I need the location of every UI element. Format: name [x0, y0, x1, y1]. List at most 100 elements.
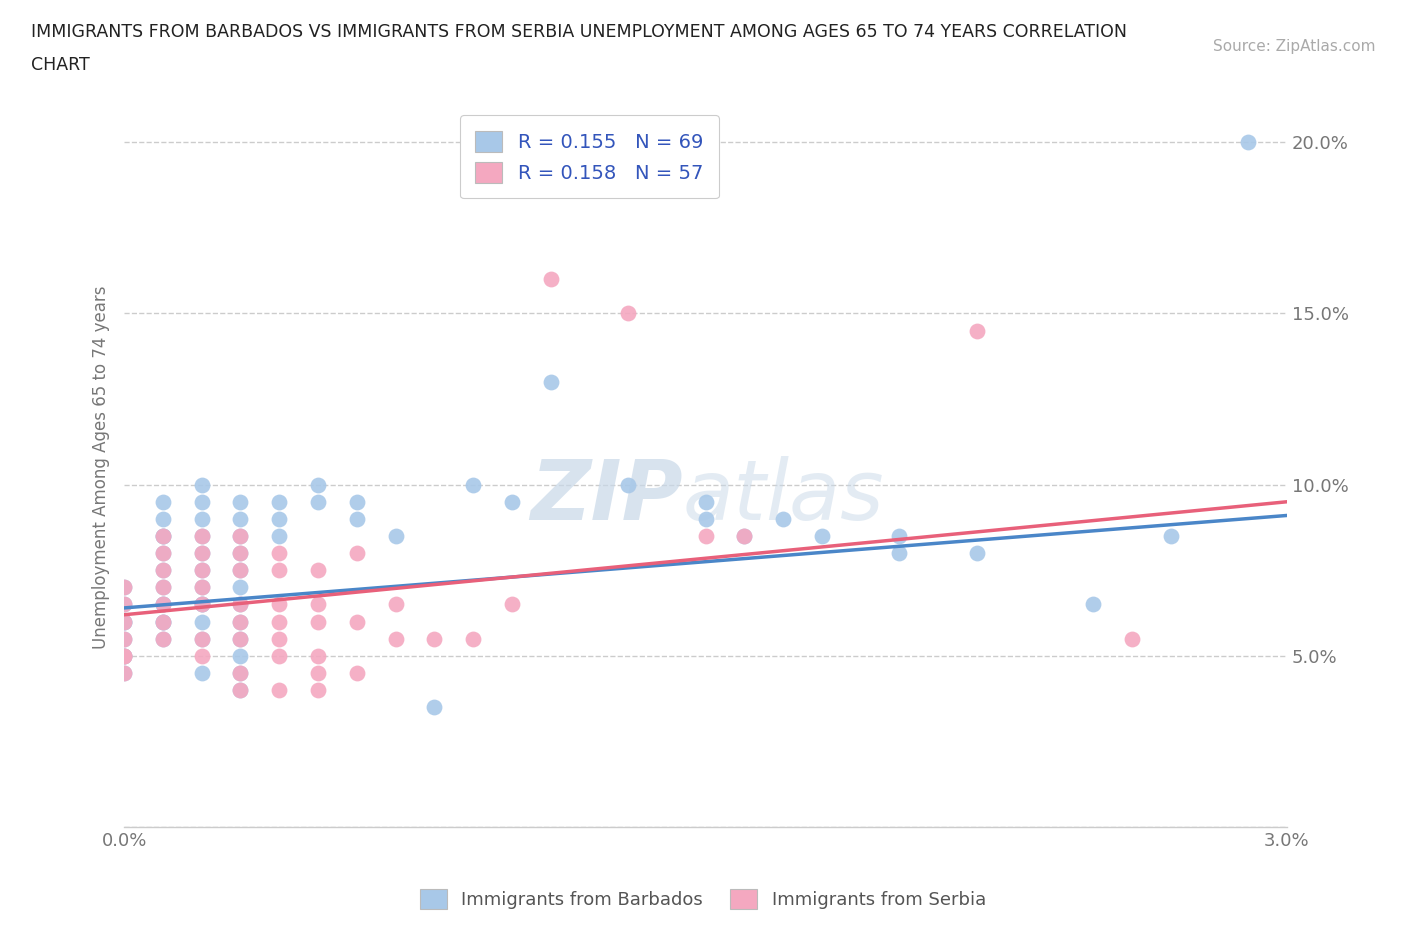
Point — [152, 580, 174, 595]
Point — [269, 597, 291, 612]
Point — [112, 580, 135, 595]
Point — [423, 631, 446, 646]
Point — [152, 528, 174, 543]
Point — [152, 631, 174, 646]
Point — [112, 597, 135, 612]
Point — [384, 528, 406, 543]
Point — [966, 546, 988, 561]
Point — [617, 477, 640, 492]
Point — [152, 512, 174, 526]
Point — [307, 477, 329, 492]
Point — [229, 528, 252, 543]
Point — [346, 666, 368, 681]
Point — [190, 631, 212, 646]
Point — [695, 512, 717, 526]
Point — [229, 683, 252, 698]
Point — [190, 563, 212, 578]
Point — [152, 597, 174, 612]
Point — [269, 528, 291, 543]
Point — [112, 666, 135, 681]
Point — [190, 597, 212, 612]
Point — [190, 614, 212, 629]
Point — [501, 597, 523, 612]
Point — [112, 648, 135, 663]
Point — [461, 631, 484, 646]
Point — [384, 631, 406, 646]
Point — [229, 683, 252, 698]
Legend: R = 0.155   N = 69, R = 0.158   N = 57: R = 0.155 N = 69, R = 0.158 N = 57 — [460, 115, 718, 198]
Point — [733, 528, 755, 543]
Point — [190, 580, 212, 595]
Point — [229, 666, 252, 681]
Point — [229, 580, 252, 595]
Point — [112, 666, 135, 681]
Point — [733, 528, 755, 543]
Point — [695, 495, 717, 510]
Point — [269, 648, 291, 663]
Point — [617, 306, 640, 321]
Point — [190, 648, 212, 663]
Point — [307, 563, 329, 578]
Point — [229, 597, 252, 612]
Point — [346, 546, 368, 561]
Point — [229, 563, 252, 578]
Point — [889, 528, 911, 543]
Point — [229, 512, 252, 526]
Point — [540, 272, 562, 286]
Text: ZIP: ZIP — [530, 456, 682, 537]
Point — [190, 528, 212, 543]
Point — [384, 597, 406, 612]
Point — [152, 563, 174, 578]
Point — [269, 631, 291, 646]
Point — [501, 495, 523, 510]
Point — [112, 614, 135, 629]
Point — [190, 597, 212, 612]
Text: CHART: CHART — [31, 56, 90, 73]
Point — [190, 495, 212, 510]
Point — [229, 546, 252, 561]
Point — [190, 666, 212, 681]
Point — [229, 528, 252, 543]
Point — [112, 580, 135, 595]
Point — [152, 495, 174, 510]
Point — [1121, 631, 1143, 646]
Point — [229, 614, 252, 629]
Point — [695, 528, 717, 543]
Point — [152, 597, 174, 612]
Point — [112, 648, 135, 663]
Point — [190, 597, 212, 612]
Point — [269, 495, 291, 510]
Point — [229, 666, 252, 681]
Point — [112, 614, 135, 629]
Legend: Immigrants from Barbados, Immigrants from Serbia: Immigrants from Barbados, Immigrants fro… — [413, 882, 993, 916]
Point — [152, 546, 174, 561]
Point — [229, 597, 252, 612]
Point — [229, 563, 252, 578]
Point — [269, 512, 291, 526]
Point — [540, 375, 562, 390]
Point — [307, 666, 329, 681]
Point — [269, 614, 291, 629]
Text: Source: ZipAtlas.com: Source: ZipAtlas.com — [1212, 39, 1375, 54]
Point — [811, 528, 834, 543]
Point — [307, 614, 329, 629]
Point — [152, 614, 174, 629]
Point — [1083, 597, 1105, 612]
Point — [889, 546, 911, 561]
Point — [461, 477, 484, 492]
Point — [190, 580, 212, 595]
Y-axis label: Unemployment Among Ages 65 to 74 years: Unemployment Among Ages 65 to 74 years — [93, 286, 110, 649]
Point — [152, 528, 174, 543]
Point — [307, 683, 329, 698]
Point — [307, 597, 329, 612]
Point — [269, 546, 291, 561]
Point — [152, 580, 174, 595]
Point — [112, 631, 135, 646]
Point — [152, 563, 174, 578]
Text: atlas: atlas — [682, 456, 884, 537]
Point — [346, 512, 368, 526]
Point — [112, 648, 135, 663]
Point — [190, 563, 212, 578]
Point — [112, 614, 135, 629]
Point — [152, 546, 174, 561]
